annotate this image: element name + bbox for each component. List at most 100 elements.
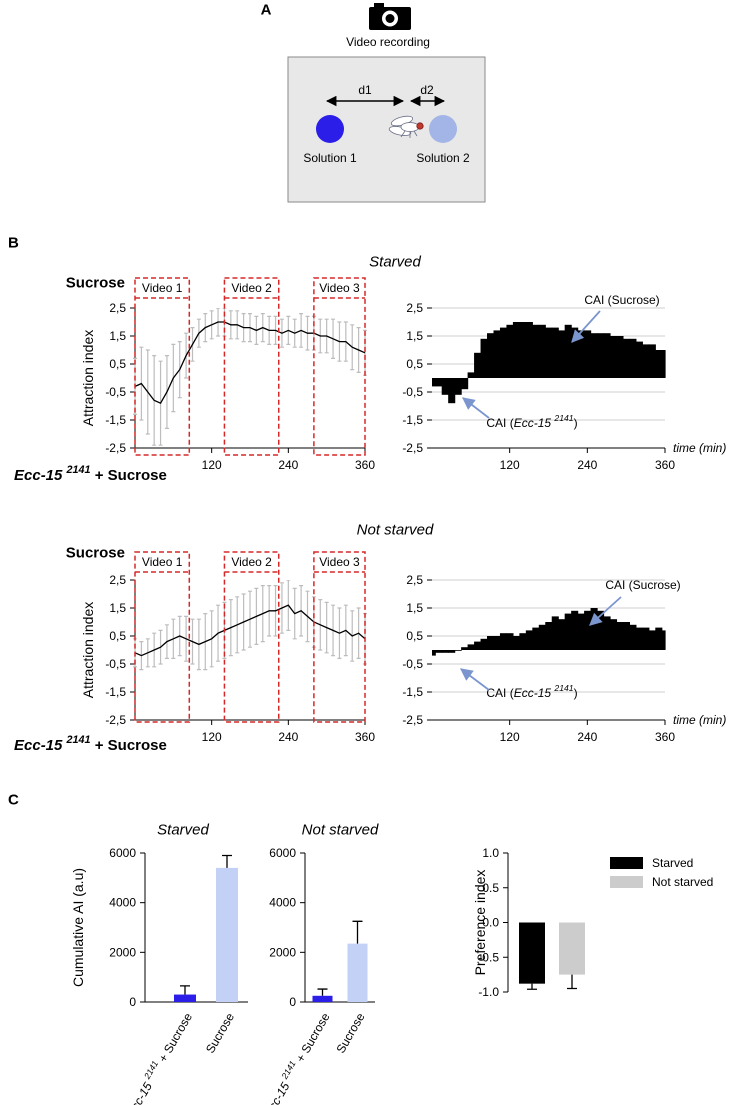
y-tick-label: 2,5 (109, 301, 126, 315)
legend-swatch (610, 857, 643, 869)
x-tick-label: 120 (202, 730, 222, 744)
y-tick-label: -2,5 (105, 713, 126, 727)
area-bar (493, 330, 501, 378)
area-bar (538, 324, 546, 378)
y-tick-label: 1,5 (406, 601, 423, 615)
mean-line (134, 321, 366, 405)
chart-title: Not starved (302, 822, 379, 839)
video-window (134, 277, 191, 456)
annotation: CAI (Sucrose) (584, 293, 659, 307)
legend-label: Starved (652, 856, 693, 870)
area-bar (545, 327, 553, 378)
annotation-arrow (462, 397, 490, 419)
area-bar (448, 650, 456, 653)
y-tick-label: 0,5 (406, 629, 423, 643)
solution-1 (316, 115, 344, 143)
video-label: Video 2 (231, 281, 272, 295)
camera-label: Video recording (346, 35, 430, 49)
y-tick-label: 2,5 (406, 573, 423, 587)
area-bar (551, 327, 559, 378)
y-tick-label: -1,5 (105, 685, 126, 699)
top-label: Sucrose (66, 545, 125, 562)
x-axis-label: time (min) (673, 713, 726, 727)
x-tick-label: 360 (655, 458, 675, 472)
y-tick-label: -0,5 (402, 385, 423, 399)
area-bar (616, 336, 624, 378)
annotation: CAI (Sucrose) (605, 578, 680, 592)
x-tick-label: 240 (278, 458, 298, 472)
area-bar (597, 333, 605, 378)
y-tick-label: -2,5 (402, 441, 423, 455)
y-tick-label: 0,5 (109, 629, 126, 643)
area-bar (467, 644, 475, 650)
area-bar (558, 619, 566, 650)
area-bar (441, 378, 449, 395)
area-bar (584, 610, 592, 650)
video-label: Video 1 (142, 555, 183, 569)
area-bar (448, 378, 456, 404)
legend-label: Not starved (652, 875, 713, 889)
y-tick-label: 6000 (269, 846, 296, 860)
annotation-arrow (589, 596, 622, 626)
y-axis-label: Attraction index (80, 330, 96, 427)
area-bar (571, 327, 579, 378)
video-window (313, 551, 366, 723)
area-bar (435, 650, 443, 653)
y-tick-label: 0.0 (482, 916, 499, 930)
x-tick-label: Ecc-15 2141 + Sucrose (259, 1009, 333, 1105)
x-tick-label: 120 (202, 458, 222, 472)
area-bar (616, 622, 624, 650)
area-bar (558, 330, 566, 378)
bottom-label: Ecc-15 2141 + Sucrose (14, 464, 167, 484)
y-tick-label: 2000 (269, 945, 296, 959)
bottom-label: Ecc-15 2141 + Sucrose (14, 734, 167, 754)
area-bar (603, 333, 611, 378)
area-bar (635, 341, 643, 378)
y-tick-label: 1,5 (109, 329, 126, 343)
x-tick-label: Sucrose (333, 1010, 367, 1055)
chart-title: Starved (369, 254, 421, 271)
bar (559, 922, 585, 975)
annotation-arrow (571, 310, 601, 343)
area-bar (461, 378, 469, 390)
camera-icon (369, 3, 411, 30)
area-bar (622, 338, 631, 378)
area-bar (597, 610, 605, 650)
area-bar (506, 633, 514, 650)
error-bar (352, 920, 363, 944)
y-tick-label: 0 (129, 995, 136, 1009)
chart-title: Starved (157, 822, 209, 839)
area-bar (532, 627, 540, 650)
panel-label: B (8, 235, 19, 252)
area-bar (435, 378, 443, 387)
y-tick-label: 1,5 (109, 601, 126, 615)
y-tick-label: 6000 (109, 846, 136, 860)
area-bar (629, 338, 637, 378)
y-tick-label: 0 (289, 995, 296, 1009)
area-bar (609, 619, 618, 650)
solution-label: Solution 2 (416, 151, 470, 165)
error-bars (133, 580, 367, 671)
panel-label: A (261, 2, 272, 19)
y-tick-label: 1,5 (406, 329, 423, 343)
error-bar (527, 983, 537, 990)
area-bar (454, 650, 462, 651)
area-bar (584, 330, 592, 378)
area-bar (564, 613, 572, 650)
area-bar (525, 322, 533, 378)
area-bar (551, 616, 559, 650)
area-bar (493, 636, 501, 650)
area-bar (661, 630, 666, 650)
area-bar (648, 344, 656, 378)
area-bar (461, 647, 469, 650)
video-label: Video 2 (231, 555, 272, 569)
bar (347, 943, 368, 1002)
area-bar (519, 322, 527, 378)
area-bar (655, 627, 663, 650)
mean-line (134, 604, 366, 657)
area-bar (525, 630, 533, 650)
area-bar (512, 636, 520, 650)
area-bar (635, 627, 643, 650)
y-tick-label: 1.0 (482, 846, 499, 860)
